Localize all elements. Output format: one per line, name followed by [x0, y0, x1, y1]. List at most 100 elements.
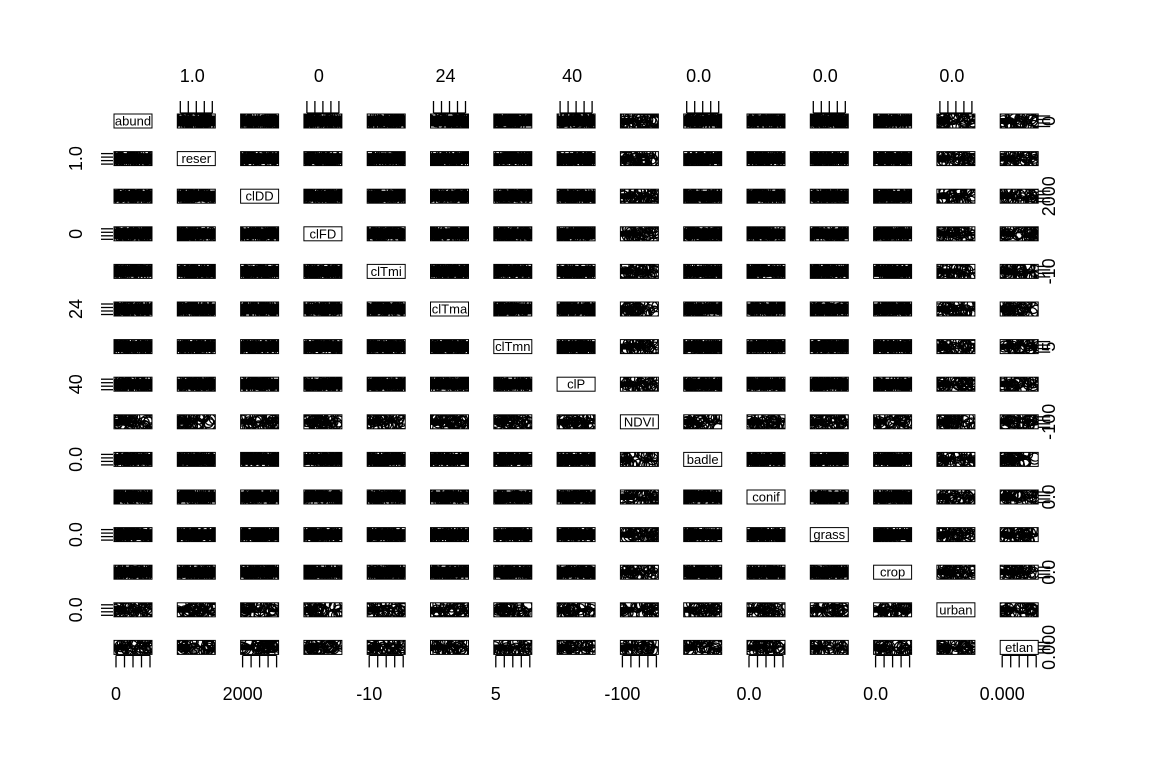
overplotted-mass [1000, 268, 1013, 274]
panel-r1-c3 [301, 148, 345, 168]
overplotted-mass [557, 153, 595, 164]
panel-r4-c9 [681, 261, 725, 281]
panel-r3-c6 [491, 224, 535, 244]
panel-r0-c6 [491, 111, 535, 131]
points-group [932, 259, 979, 284]
panel-r0-c12 [872, 111, 914, 131]
overplotted-mass [747, 116, 785, 127]
overplotted-mass [620, 156, 633, 162]
points-group [996, 222, 1043, 247]
panel-r2-c7 [554, 187, 597, 207]
overplotted-mass [874, 116, 912, 127]
panel-r4-c13 [932, 259, 979, 284]
overplotted-mass [114, 304, 152, 315]
overplotted-mass [874, 266, 912, 277]
overplotted-mass [1000, 118, 1013, 124]
panel-r1-c12 [871, 149, 914, 169]
panel-r0-c4 [364, 111, 407, 131]
panel-r2-c4 [364, 186, 408, 206]
overplotted-mass [747, 266, 785, 277]
panel-r2-c8 [617, 184, 664, 209]
overplotted-mass [684, 228, 722, 239]
points-group [995, 184, 1043, 209]
overplotted-mass [684, 153, 722, 164]
overplotted-mass [620, 193, 633, 199]
points-group [932, 146, 981, 171]
panel-r3-c9 [681, 225, 724, 244]
overplotted-mass [494, 116, 532, 127]
points-group [615, 109, 661, 134]
panel-r0-c5 [428, 111, 472, 131]
panel-r0-c10 [744, 111, 787, 131]
panel-r0-c1 [174, 111, 218, 131]
panel-r2-c3 [301, 186, 345, 206]
panel-r5-c1 [174, 299, 217, 319]
overplotted-mass [114, 228, 152, 239]
overplotted-mass [874, 153, 912, 164]
panel-r4-c11 [807, 261, 851, 281]
variable-label: clTmi [371, 264, 402, 279]
overplotted-mass [1000, 231, 1013, 237]
panel-r4-c5 [429, 262, 471, 282]
points-group [997, 109, 1043, 134]
panel-r4-c6 [491, 261, 535, 281]
overplotted-mass [874, 191, 912, 202]
overplotted-mass [494, 228, 532, 239]
panel-r5-c2 [238, 299, 282, 319]
points-group [932, 222, 980, 247]
overplotted-mass [937, 268, 950, 274]
overplotted-mass [114, 266, 152, 277]
variable-label: abund [115, 114, 151, 129]
overplotted-mass [177, 304, 215, 315]
overplotted-mass [937, 231, 950, 237]
points-group [932, 184, 979, 208]
overplotted-mass [304, 191, 342, 202]
overplotted-mass [620, 118, 633, 124]
panel-r3-c7 [555, 224, 598, 244]
overplotted-mass [241, 228, 279, 239]
panel-r1-c14 [997, 147, 1043, 171]
overplotted-mass [241, 266, 279, 277]
overplotted-mass [177, 191, 215, 202]
points-group [615, 147, 664, 171]
variable-label: clFD [310, 226, 337, 241]
panel-r0-c8 [615, 109, 661, 134]
panel-r0-c7 [554, 111, 598, 131]
overplotted-mass [114, 191, 152, 202]
panel-r3-c12 [871, 224, 914, 244]
panel-r3-c5 [428, 224, 472, 244]
panel-r1-c11 [808, 149, 851, 169]
overplotted-mass [620, 231, 633, 237]
overplotted-mass [684, 266, 722, 277]
overplotted-mass [937, 156, 950, 162]
panel-r2-c10 [744, 186, 788, 206]
panel-r2-c6 [491, 186, 535, 206]
panel-r3-c13 [932, 222, 980, 247]
panel-r1-c9 [681, 148, 724, 168]
panel-r2-c14 [995, 184, 1043, 209]
points-group [997, 147, 1043, 171]
panel-r3-c14 [996, 222, 1043, 247]
panel-r4-c0 [111, 261, 155, 281]
overplotted-mass [367, 191, 405, 202]
overplotted-mass [874, 228, 912, 239]
overplotted-mass [937, 118, 950, 124]
overplotted-mass [367, 228, 405, 239]
panel-r1-c6 [492, 149, 534, 168]
overplotted-mass [177, 116, 215, 127]
overplotted-mass [810, 116, 848, 127]
overplotted-mass [494, 191, 532, 202]
panel-r3-c8 [616, 222, 663, 247]
overplotted-mass [747, 228, 785, 239]
overplotted-mass [684, 191, 722, 202]
panel-r3-c4 [367, 224, 407, 244]
panel-r3-c2 [238, 224, 282, 244]
panel-r4-c8 [615, 259, 663, 284]
overplotted-mass [557, 116, 595, 127]
overplotted-mass [747, 191, 785, 202]
overplotted-mass [431, 153, 469, 164]
panel-r2-c1 [175, 186, 218, 206]
points-group [616, 222, 663, 247]
